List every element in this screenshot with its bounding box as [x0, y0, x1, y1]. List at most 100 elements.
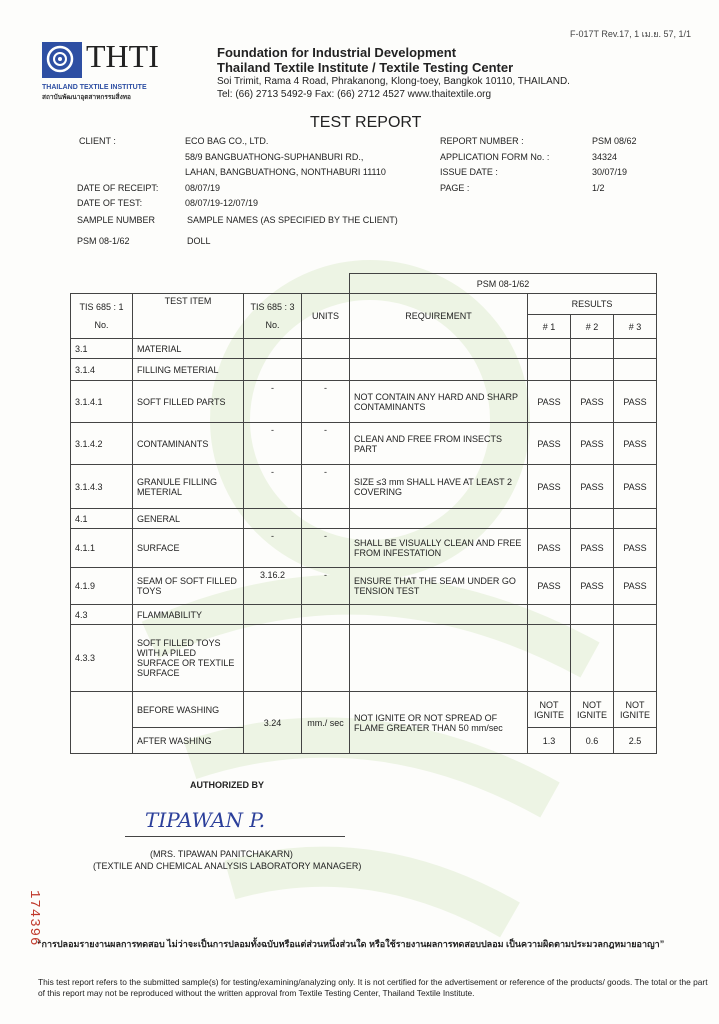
- results-table: PSM 08-1/62 TIS 685 : 1 No. TEST ITEM TIS 6…: [70, 273, 657, 754]
- cell-units: -: [301, 464, 350, 509]
- cell-no: 3.1.4.2: [70, 422, 133, 465]
- page-title: TEST REPORT: [310, 114, 422, 131]
- cell-r2: [570, 604, 614, 625]
- cell-item: FILLING METERIAL: [132, 358, 244, 381]
- authorized-label: AUTHORIZED BY: [190, 780, 264, 790]
- cell-r2: [570, 338, 614, 359]
- table-row: 3.1.4.1 SOFT FILLED PARTS - - NOT CONTAIN AN…: [70, 380, 657, 423]
- cell-units: -: [301, 422, 350, 465]
- cell-no: 4.3.3: [70, 624, 133, 692]
- cell-tis: [243, 338, 302, 359]
- signature: TIPAWAN P.: [145, 808, 266, 832]
- signature-line: [125, 836, 345, 837]
- cell-r3: PASS: [613, 528, 657, 568]
- table-row: 4.1.9 SEAM OF SOFT FILLED TOYS 3.16.2- ENSU…: [70, 567, 657, 605]
- cell-no: 4.3: [70, 604, 133, 625]
- cell-no: 4.1.1: [70, 528, 133, 568]
- logo-spiral-icon: [42, 42, 82, 78]
- cell-r2: PASS: [570, 464, 614, 509]
- cell-item: MATERIAL: [132, 338, 244, 359]
- cell-r2: PASS: [570, 422, 614, 465]
- cell-item: CONTAMINANTS: [132, 422, 244, 465]
- cell-tis: 3.16.2: [243, 567, 302, 605]
- cell-no: 4.1.9: [70, 567, 133, 605]
- cell-units: [301, 604, 350, 625]
- cell-r3: [613, 508, 657, 529]
- cell-req: [349, 338, 528, 359]
- cell-r3: [613, 624, 657, 692]
- cell-item: GRANULE FILLING METERIAL: [132, 464, 244, 509]
- table-row: 3.1.4.3 GRANULE FILLING METERIAL - - SIZE ≤3…: [70, 464, 657, 509]
- cell-item: SEAM OF SOFT FILLED TOYS: [132, 567, 244, 605]
- cell-r1: [527, 358, 571, 381]
- cell-r3: [613, 338, 657, 359]
- cell-tis: [243, 508, 302, 529]
- cell-r1: [527, 508, 571, 529]
- cell-r1: PASS: [527, 567, 571, 605]
- form-code: F-017T Rev.17, 1 เม.ย. 57, 1/1: [569, 29, 691, 39]
- table-row: 4.3 FLAMMABILITY: [70, 604, 657, 625]
- cell-r1: PASS: [527, 528, 571, 568]
- cell-req: SIZE ≤3 mm SHALL HAVE AT LEAST 2 COVERIN…: [349, 464, 528, 509]
- cell-r3: [613, 604, 657, 625]
- table-row: 3.1 MATERIAL: [70, 338, 657, 359]
- cell-item: FLAMMABILITY: [132, 604, 244, 625]
- cell-units: [301, 338, 350, 359]
- org-contact: Tel: (66) 2713 5492-9 Fax: (66) 2712 452…: [217, 89, 492, 100]
- cell-r2: PASS: [570, 567, 614, 605]
- cell-r2: [570, 358, 614, 381]
- cell-no: 3.1.4.1: [70, 380, 133, 423]
- table-row: 3.1.4 FILLING METERIAL: [70, 358, 657, 381]
- cell-tis: [243, 624, 302, 692]
- cell-tis: [243, 358, 302, 381]
- cell-r2: [570, 624, 614, 692]
- org-line2: Thailand Textile Institute / Textile Tes…: [217, 60, 514, 75]
- thai-notice: “การปลอมรายงานผลการทดสอบ ไม่ว่าจะเป็นการ…: [37, 939, 665, 949]
- cell-units: -: [301, 380, 350, 423]
- cell-no: 4.1: [70, 508, 133, 529]
- thti-logo: THTI THAILAND TEXTILE INSTITUTE สถาบันพั…: [42, 38, 159, 101]
- cell-r2: PASS: [570, 528, 614, 568]
- cell-units: [301, 358, 350, 381]
- cell-r3: PASS: [613, 567, 657, 605]
- org-line1: Foundation for Industrial Development: [217, 45, 457, 60]
- cell-req: NOT CONTAIN ANY HARD AND SHARP CONTAMINA…: [349, 380, 528, 423]
- cell-item: SURFACE: [132, 528, 244, 568]
- cell-item: SOFT FILLED PARTS: [132, 380, 244, 423]
- cell-units: -: [301, 567, 350, 605]
- cell-r1: [527, 338, 571, 359]
- table-row: 4.1 GENERAL: [70, 508, 657, 529]
- cell-req: SHALL BE VISUALLY CLEAN AND FREE FROM IN…: [349, 528, 528, 568]
- cell-tis: -: [243, 380, 302, 423]
- cell-tis: -: [243, 464, 302, 509]
- table-row-before-washing: BEFORE WASHING 3.24 mm./ sec NOT IGNITE OR …: [70, 691, 657, 754]
- cell-item: GENERAL: [132, 508, 244, 529]
- cell-tis: [243, 604, 302, 625]
- cell-req: [349, 624, 528, 692]
- table-row: 4.3.3 SOFT FILLED TOYS WITH A PILED SURFA…: [70, 624, 657, 692]
- cell-r1: [527, 604, 571, 625]
- cell-req: CLEAN AND FREE FROM INSECTS PART: [349, 422, 528, 465]
- cell-r1: PASS: [527, 422, 571, 465]
- sample-header: PSM 08-1/62: [349, 273, 657, 294]
- cell-r1: PASS: [527, 464, 571, 509]
- cell-no: 3.1.4: [70, 358, 133, 381]
- table-row: 4.1.1 SURFACE - - SHALL BE VISUALLY CLEAN AN…: [70, 528, 657, 568]
- table-row-after-washing: AFTER WASHING 1.3 0.6 2.5: [71, 727, 657, 754]
- cell-no: 3.1.4.3: [70, 464, 133, 509]
- report-number: PSM 08/62: [592, 136, 637, 146]
- cell-r3: PASS: [613, 380, 657, 423]
- table-row: 3.1.4.2 CONTAMINANTS - - CLEAN AND FREE FROM…: [70, 422, 657, 465]
- cell-no: 3.1: [70, 338, 133, 359]
- signer-name: (MRS. TIPAWAN PANITCHAKARN): [150, 849, 293, 859]
- cell-r3: PASS: [613, 464, 657, 509]
- cell-req: [349, 604, 528, 625]
- cell-r1: PASS: [527, 380, 571, 423]
- signer-position: (TEXTILE AND CHEMICAL ANALYSIS LABORATOR…: [93, 861, 362, 871]
- cell-units: -: [301, 528, 350, 568]
- cell-units: [301, 624, 350, 692]
- cell-r1: [527, 624, 571, 692]
- cell-r2: [570, 508, 614, 529]
- cell-req: [349, 358, 528, 381]
